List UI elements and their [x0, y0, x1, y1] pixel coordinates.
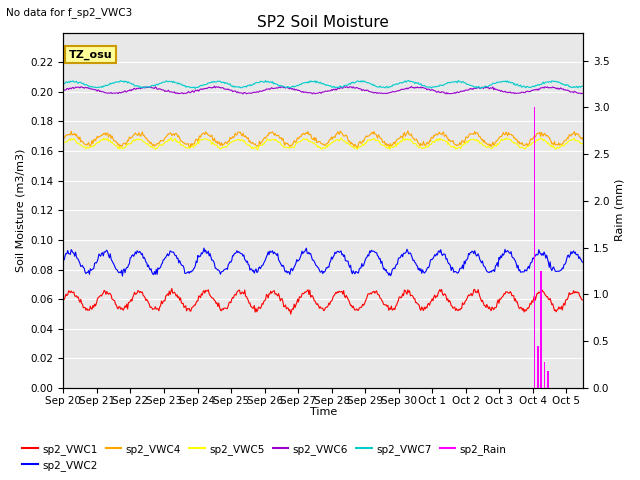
Title: SP2 Soil Moisture: SP2 Soil Moisture [257, 15, 389, 30]
Legend: sp2_VWC1, sp2_VWC2, sp2_VWC4, sp2_VWC5, sp2_VWC6, sp2_VWC7, sp2_Rain: sp2_VWC1, sp2_VWC2, sp2_VWC4, sp2_VWC5, … [18, 439, 511, 475]
Y-axis label: Raim (mm): Raim (mm) [615, 179, 625, 241]
Bar [544, 362, 545, 388]
Text: TZ_osu: TZ_osu [68, 49, 112, 60]
Bar [537, 346, 539, 388]
Bar [540, 271, 542, 388]
Bar [547, 371, 548, 388]
X-axis label: Time: Time [310, 407, 337, 417]
Y-axis label: Soil Moisture (m3/m3): Soil Moisture (m3/m3) [15, 149, 25, 272]
Bar [534, 108, 535, 388]
Text: No data for f_sp2_VWC3: No data for f_sp2_VWC3 [6, 7, 132, 18]
